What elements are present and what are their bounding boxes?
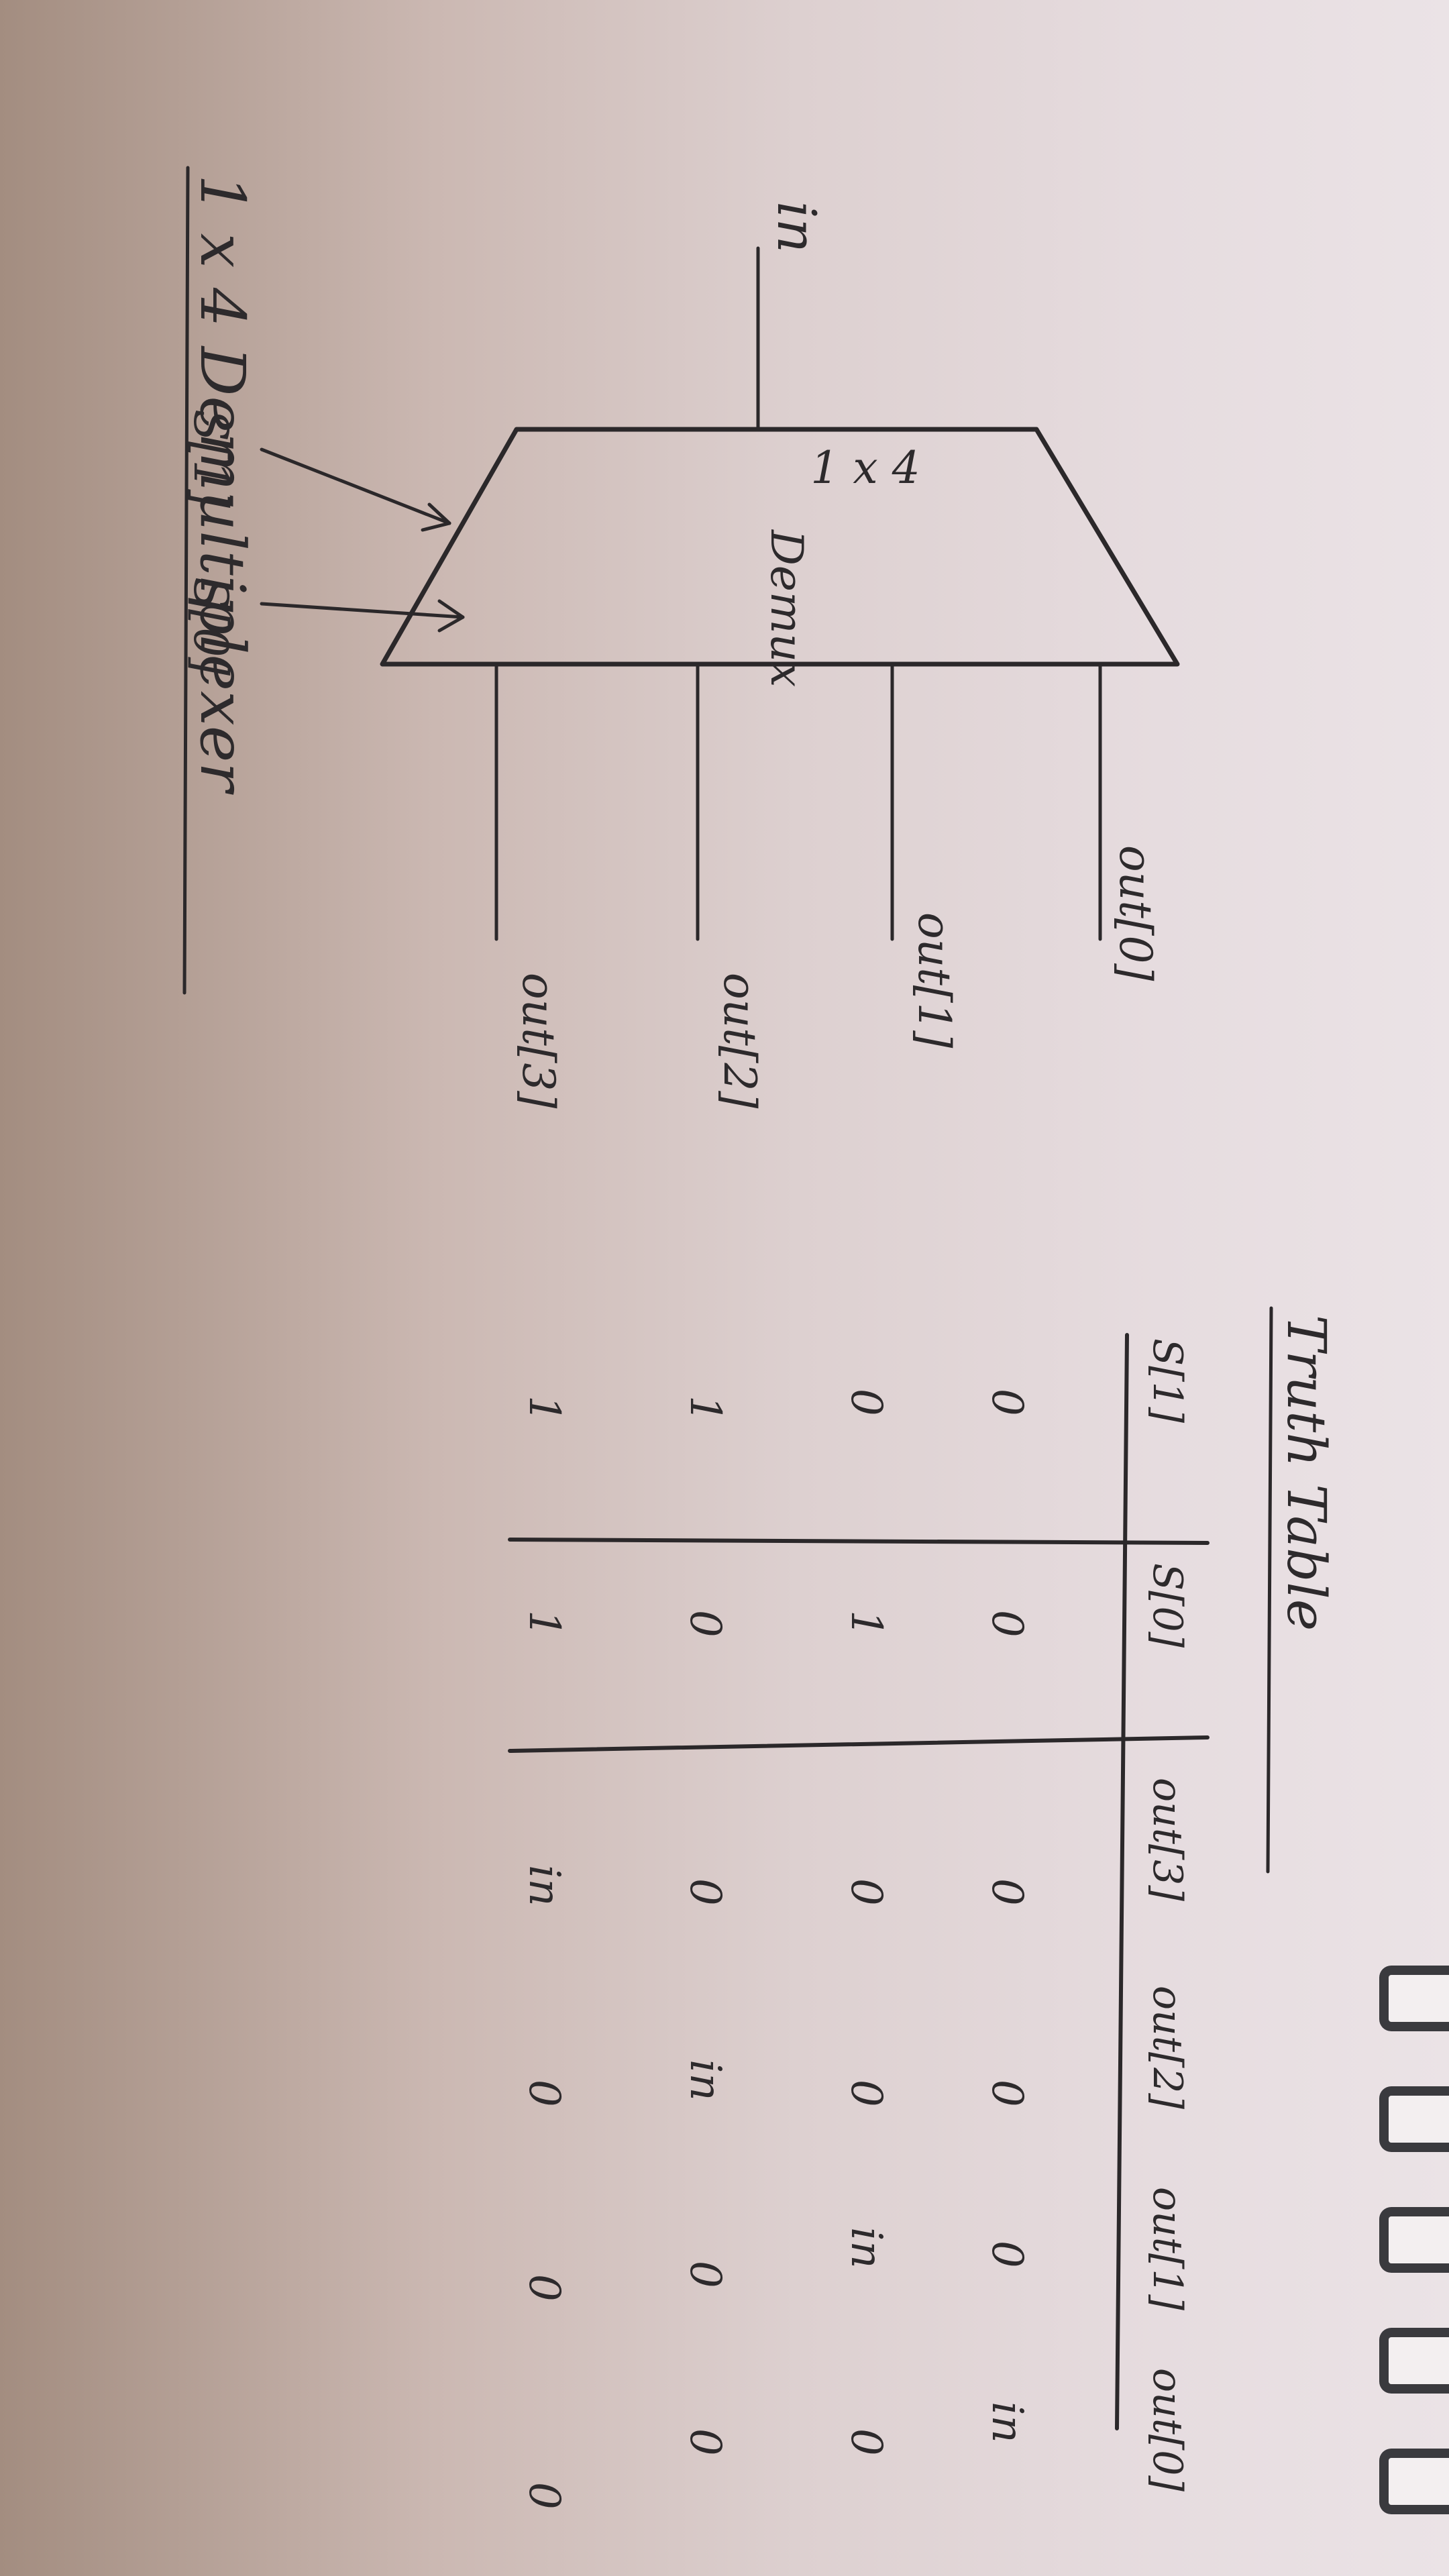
r1-s1: 0 — [841, 1389, 891, 1416]
table-header-divider — [1115, 1333, 1129, 2430]
r2-out0: 0 — [680, 2428, 730, 2456]
binding-ring — [1379, 2207, 1449, 2273]
th-s0: S[0] — [1144, 1563, 1191, 1648]
select-label-s1: S[1] — [183, 409, 238, 508]
binding-ring — [1379, 2449, 1449, 2514]
r0-out2: 0 — [982, 2080, 1032, 2107]
th-out0: out[0] — [1144, 2368, 1191, 2491]
r0-out1: 0 — [982, 2241, 1032, 2268]
binding-ring — [1379, 2086, 1449, 2152]
r3-out2: 0 — [519, 2080, 569, 2107]
th-out2: out[2] — [1144, 1986, 1191, 2109]
block-label-line2: Demux — [761, 529, 812, 687]
th-out1: out[1] — [1144, 2187, 1191, 2310]
spiral-binding — [1375, 0, 1449, 2576]
r3-out1: 0 — [519, 2274, 569, 2302]
r3-s0: 1 — [519, 1610, 569, 1638]
r3-s1: 1 — [519, 1395, 569, 1423]
table-col-divider-1 — [508, 1538, 1210, 1545]
select-label-s0: S[0] — [183, 577, 238, 676]
output-label-3: out[3] — [513, 973, 564, 1109]
r2-out3: 0 — [680, 1878, 730, 1906]
demux-block — [380, 427, 1180, 667]
r3-out3: in — [519, 1865, 569, 1907]
output-label-2: out[2] — [714, 973, 765, 1109]
r2-s1: 1 — [680, 1395, 730, 1423]
output-label-1: out[1] — [908, 912, 960, 1049]
select-s0-arrow — [437, 599, 465, 633]
truth-table-title: Truth Table — [1275, 1315, 1338, 1631]
select-s1-arrow — [421, 502, 451, 532]
binding-ring — [1379, 1966, 1449, 2031]
r0-s0: 0 — [982, 1610, 1032, 1638]
title-underline — [182, 166, 190, 995]
r0-out0: in — [982, 2402, 1032, 2443]
r1-out0: 0 — [841, 2428, 891, 2456]
r1-out1: in — [841, 2227, 891, 2269]
block-label-line1: 1 x 4 — [810, 442, 920, 494]
input-label: in — [765, 201, 828, 253]
diagram-title: 1 x 4 Demultiplexer — [186, 174, 258, 795]
r0-s1: 0 — [982, 1389, 1032, 1416]
select-s1-line — [260, 447, 451, 525]
output-label-0: out[0] — [1110, 845, 1161, 981]
truth-table-title-underline — [1266, 1306, 1273, 1874]
r2-out1: 0 — [680, 2261, 730, 2288]
r1-s0: 1 — [841, 1610, 891, 1638]
th-out3: out[3] — [1144, 1778, 1191, 1901]
r3-out0: 0 — [519, 2482, 569, 2510]
table-col-divider-2 — [508, 1735, 1210, 1753]
r1-out2: 0 — [841, 2080, 891, 2107]
r2-out2: in — [680, 2059, 730, 2101]
select-s0-line — [260, 602, 465, 619]
r1-out3: 0 — [841, 1878, 891, 1906]
r0-out3: 0 — [982, 1878, 1032, 1906]
r2-s0: 0 — [680, 1610, 730, 1638]
th-s1: S[1] — [1144, 1338, 1191, 1424]
binding-ring — [1379, 2328, 1449, 2394]
